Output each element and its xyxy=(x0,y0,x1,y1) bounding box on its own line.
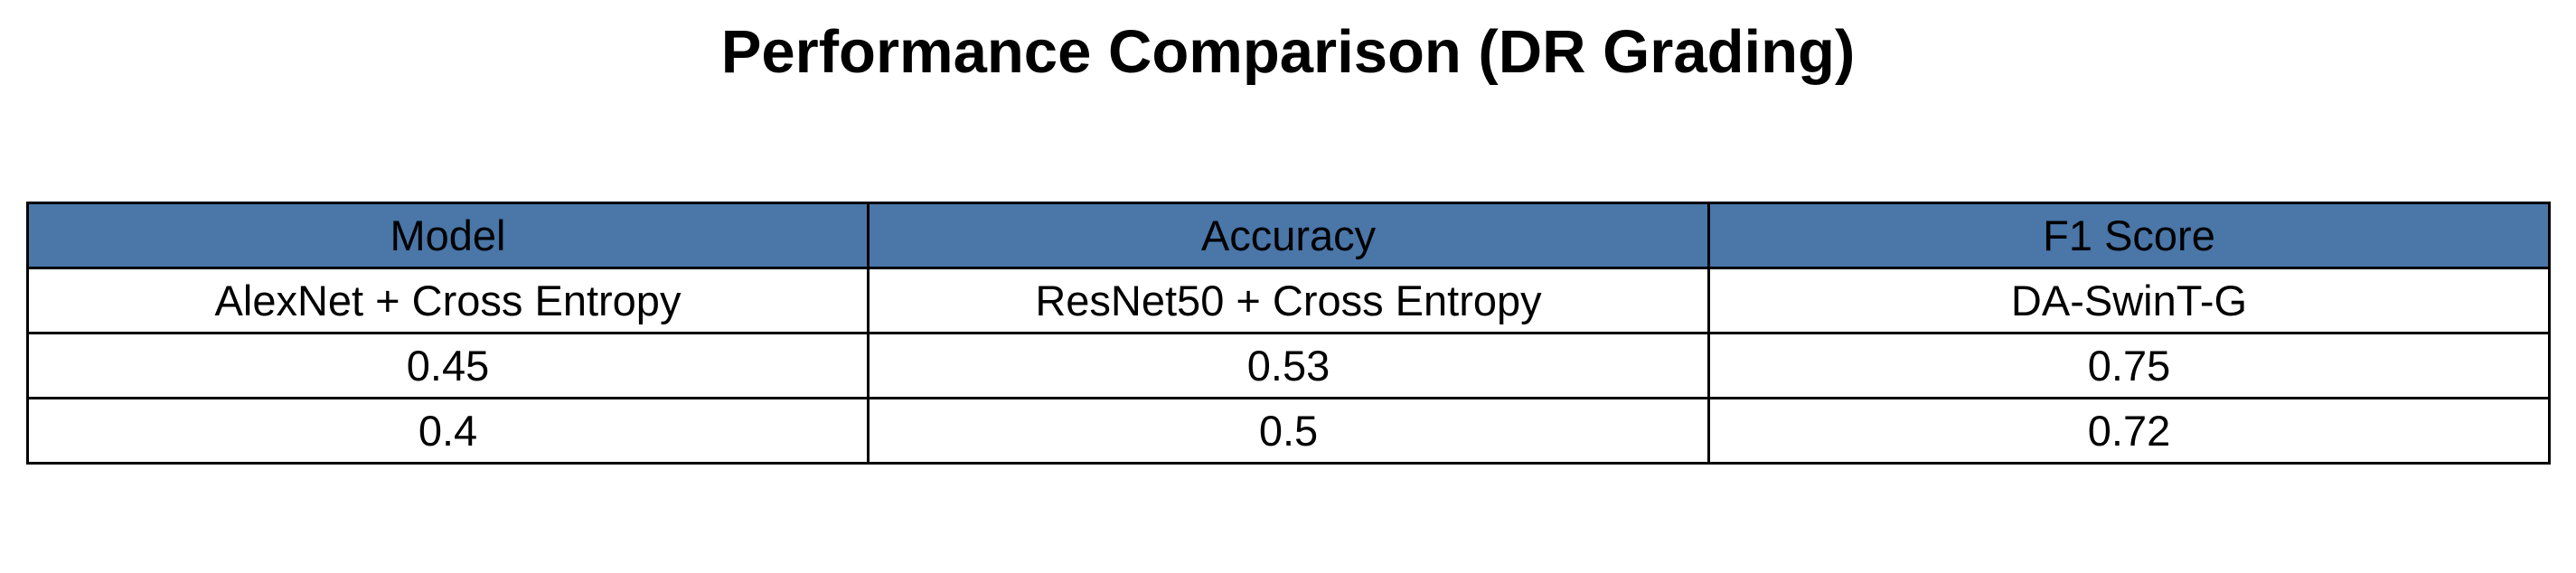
table-header-row: Model Accuracy F1 Score xyxy=(26,202,2551,269)
table-row: 0.45 0.53 0.75 xyxy=(26,332,2551,399)
table-cell: 0.72 xyxy=(1707,397,2551,465)
table-cell: ResNet50 + Cross Entropy xyxy=(867,267,1710,334)
table-cell: 0.75 xyxy=(1707,332,2551,399)
table-cell: 0.4 xyxy=(26,397,870,465)
table-cell: 0.45 xyxy=(26,332,870,399)
table-row: AlexNet + Cross Entropy ResNet50 + Cross… xyxy=(26,267,2551,334)
table-cell: 0.5 xyxy=(867,397,1710,465)
table-cell: AlexNet + Cross Entropy xyxy=(26,267,870,334)
table-cell: DA-SwinT-G xyxy=(1707,267,2551,334)
chart-title: Performance Comparison (DR Grading) xyxy=(720,18,1856,86)
column-header-model: Model xyxy=(26,202,870,269)
column-header-accuracy: Accuracy xyxy=(867,202,1710,269)
table-cell: 0.53 xyxy=(867,332,1710,399)
performance-table-container: Model Accuracy F1 Score AlexNet + Cross … xyxy=(26,202,2551,465)
table-row: 0.4 0.5 0.72 xyxy=(26,397,2551,465)
column-header-f1-score: F1 Score xyxy=(1707,202,2551,269)
performance-table: Model Accuracy F1 Score AlexNet + Cross … xyxy=(26,202,2551,465)
